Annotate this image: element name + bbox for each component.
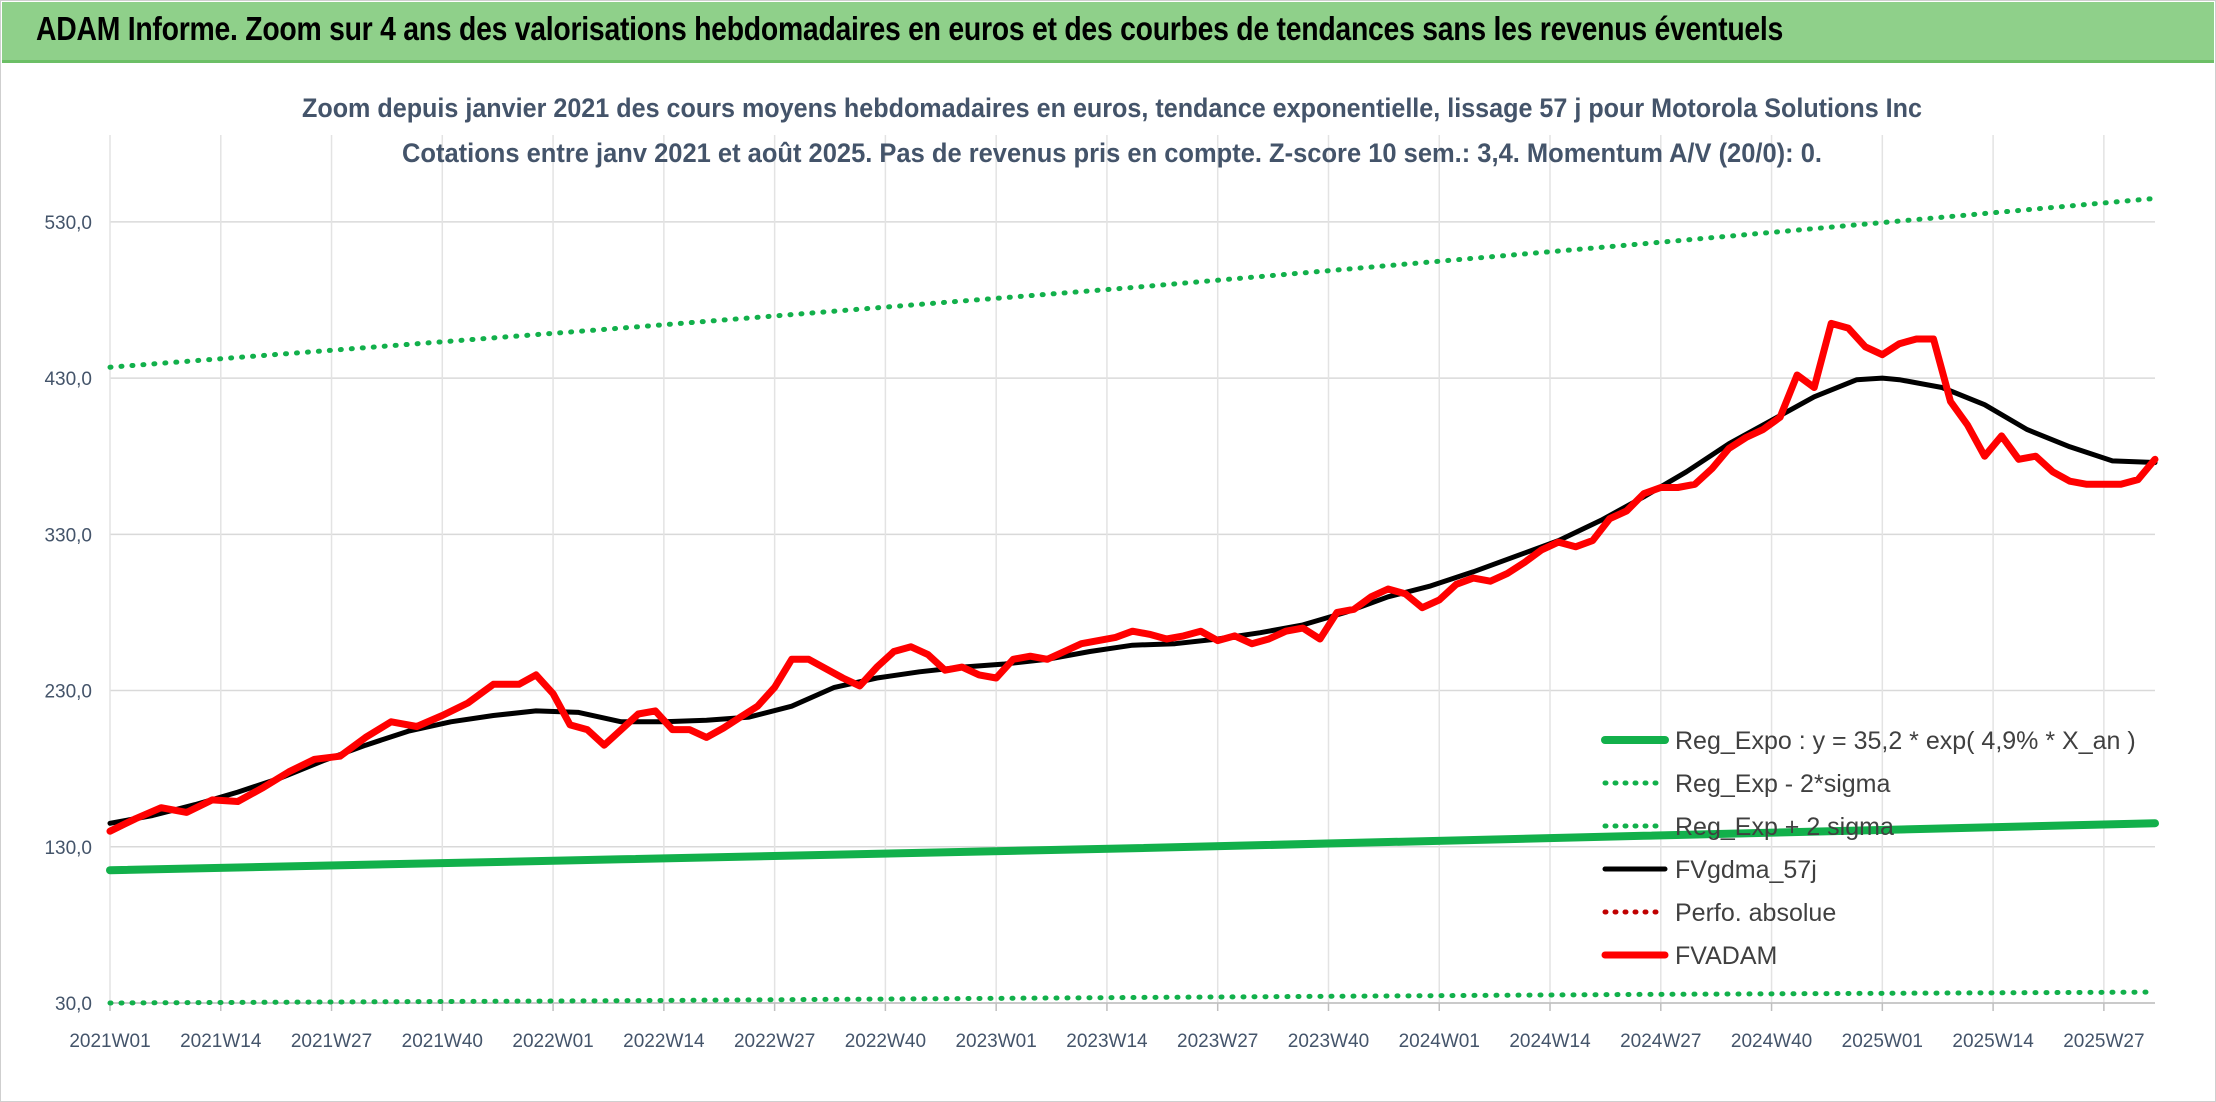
x-tick-label: 2025W27 — [2063, 1031, 2144, 1052]
y-tick-label: 130,0 — [44, 838, 92, 859]
x-tick-label: 2024W40 — [1731, 1031, 1812, 1052]
legend-label: Reg_Exp + 2 sigma — [1675, 813, 1894, 841]
x-tick-label: 2021W40 — [402, 1031, 483, 1052]
x-tick-label: 2024W01 — [1399, 1031, 1480, 1052]
x-tick-label: 2024W14 — [1509, 1031, 1591, 1052]
x-tick-label: 2025W14 — [1952, 1031, 2034, 1052]
chart-title-line-2: Cotations entre janv 2021 et août 2025. … — [402, 138, 1822, 168]
series-layer — [106, 195, 2159, 1006]
series-line-0 — [106, 819, 2159, 875]
legend-label: FVgdma_57j — [1675, 856, 1817, 884]
x-tick-label: 2025W01 — [1842, 1031, 1923, 1052]
series-line-1 — [107, 989, 2158, 1006]
x-tick-label: 2024W27 — [1620, 1031, 1701, 1052]
x-tick-label: 2021W01 — [69, 1031, 150, 1052]
header-title: ADAM Informe. Zoom sur 4 ans des valoris… — [36, 10, 1784, 47]
x-tick-label: 2023W01 — [955, 1031, 1036, 1052]
legend-label: Reg_Expo : y = 35,2 * exp( 4,9% * X_an ) — [1675, 727, 2136, 755]
y-tick-label: 230,0 — [44, 682, 92, 703]
y-tick-label: 430,0 — [44, 369, 92, 390]
y-axis: 30,0 130,0 230,0 330,0 430,0 530,0 — [44, 213, 92, 1015]
x-tick-label: 2022W27 — [734, 1031, 815, 1052]
gridlines — [109, 135, 2155, 1004]
y-tick-label: 530,0 — [44, 213, 92, 234]
x-axis: 2021W01 2021W14 2021W27 2021W40 2022W01 2022W… — [69, 1002, 2155, 1052]
legend-label: FVADAM — [1675, 942, 1777, 970]
chart-title: Zoom depuis janvier 2021 des cours moyen… — [302, 93, 1922, 168]
x-tick-label: 2023W40 — [1288, 1031, 1369, 1052]
x-tick-label: 2022W01 — [512, 1031, 593, 1052]
x-tick-label: 2022W14 — [623, 1031, 705, 1052]
x-tick-label: 2023W27 — [1177, 1031, 1258, 1052]
x-tick-label: 2021W14 — [180, 1031, 262, 1052]
legend-label: Perfo. absolue — [1675, 899, 1836, 927]
y-tick-label: 330,0 — [44, 525, 92, 546]
chart-title-line-1: Zoom depuis janvier 2021 des cours moyen… — [302, 93, 1922, 123]
series-line-3 — [107, 375, 2158, 826]
x-tick-label: 2021W27 — [291, 1031, 372, 1052]
header-banner: ADAM Informe. Zoom sur 4 ans des valoris… — [2, 2, 2214, 63]
series-line-2 — [107, 195, 2158, 370]
series-line-5 — [106, 319, 2159, 835]
x-tick-label: 2022W40 — [845, 1031, 926, 1052]
y-tick-label: 30,0 — [55, 994, 92, 1015]
x-tick-label: 2023W14 — [1066, 1031, 1148, 1052]
legend: Reg_Expo : y = 35,2 * exp( 4,9% * X_an )… — [1601, 727, 2136, 970]
legend-label: Reg_Exp - 2*sigma — [1675, 770, 1890, 798]
